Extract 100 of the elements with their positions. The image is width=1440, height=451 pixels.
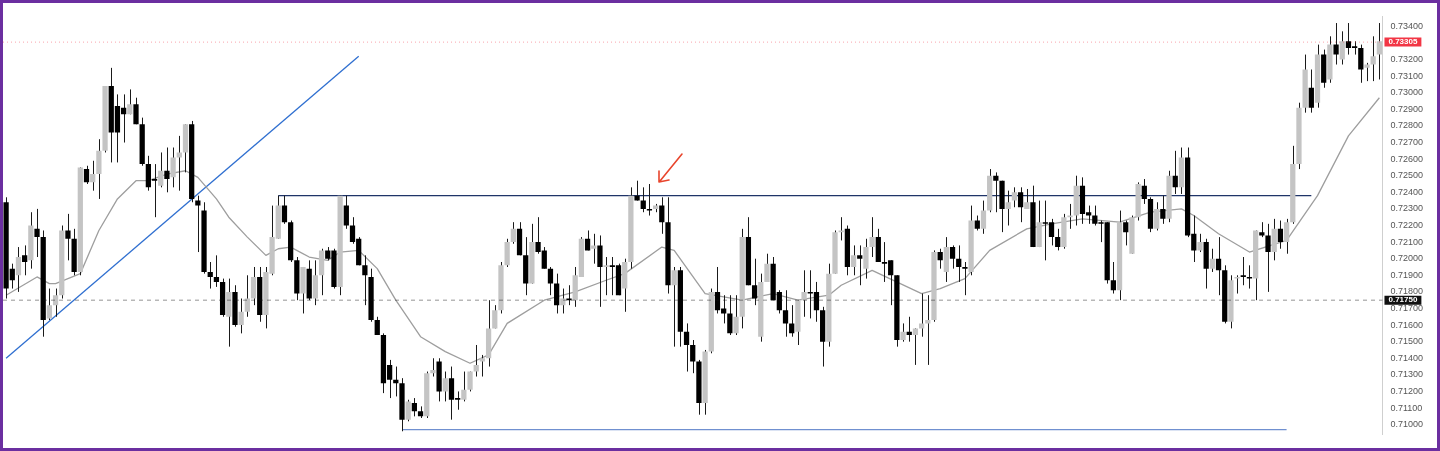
candlestick bbox=[281, 195, 288, 225]
candlestick bbox=[993, 171, 999, 213]
candlestick bbox=[164, 147, 170, 193]
candlestick bbox=[1333, 22, 1339, 66]
candlestick bbox=[1364, 62, 1370, 82]
candlestick bbox=[869, 216, 875, 258]
candlestick bbox=[46, 288, 53, 321]
candlestick bbox=[1017, 186, 1024, 223]
candlestick bbox=[170, 147, 176, 188]
candlestick bbox=[15, 246, 22, 293]
candlestick bbox=[1339, 30, 1345, 66]
candlestick bbox=[22, 244, 28, 276]
candlestick bbox=[207, 261, 213, 290]
candlestick bbox=[1197, 233, 1203, 253]
candlestick bbox=[1141, 178, 1147, 205]
candlestick bbox=[597, 234, 603, 308]
candlestick bbox=[1283, 218, 1290, 255]
y-tick-label: 0.71300 bbox=[1390, 369, 1424, 380]
y-tick-label: 0.73200 bbox=[1390, 54, 1424, 65]
ref-line-label: 0.71750 bbox=[1388, 295, 1418, 305]
y-tick-label: 0.72500 bbox=[1390, 170, 1424, 181]
candlestick bbox=[918, 293, 925, 338]
candlestick bbox=[1215, 236, 1222, 296]
candlestick bbox=[751, 258, 758, 306]
candlestick bbox=[1265, 223, 1271, 293]
y-tick-label: 0.71200 bbox=[1390, 385, 1424, 396]
candlestick bbox=[411, 397, 417, 417]
candlestick bbox=[1172, 150, 1178, 195]
candlestick bbox=[83, 165, 90, 185]
candlestick bbox=[1209, 248, 1215, 273]
candlestick bbox=[52, 288, 59, 318]
candlestick bbox=[646, 183, 653, 217]
candlestick bbox=[473, 344, 479, 378]
candlestick bbox=[857, 244, 863, 286]
y-tick-label: 0.71400 bbox=[1390, 352, 1424, 363]
y-tick-label: 0.71900 bbox=[1390, 269, 1424, 280]
candlestick bbox=[362, 254, 368, 306]
candlestick bbox=[801, 269, 807, 318]
ref-line-label: 0.73305 bbox=[1388, 37, 1418, 47]
candlestick bbox=[343, 195, 349, 230]
candlestick bbox=[659, 196, 665, 235]
candlestick bbox=[442, 371, 448, 402]
candlestick bbox=[1271, 218, 1277, 261]
candlestick bbox=[863, 238, 869, 280]
candlestick bbox=[789, 304, 795, 338]
y-tick-label: 0.72300 bbox=[1390, 203, 1424, 214]
candlestick bbox=[634, 180, 640, 202]
candlestick bbox=[1154, 201, 1160, 231]
candlestick bbox=[34, 208, 40, 258]
candlestick bbox=[405, 399, 411, 422]
candlestick bbox=[547, 266, 554, 296]
candlestick bbox=[838, 216, 844, 241]
candlestick bbox=[1055, 228, 1061, 251]
y-tick-label: 0.73100 bbox=[1390, 70, 1424, 81]
y-tick-label: 0.72200 bbox=[1390, 219, 1424, 230]
candlestick bbox=[1240, 256, 1246, 286]
y-tick-label: 0.73400 bbox=[1390, 20, 1424, 31]
candlestick bbox=[1246, 264, 1253, 290]
y-tick-label: 0.72400 bbox=[1390, 186, 1424, 197]
candlestick bbox=[900, 322, 906, 343]
candlestick bbox=[312, 259, 319, 306]
candlestick bbox=[238, 298, 244, 334]
y-tick-label: 0.71500 bbox=[1390, 336, 1424, 347]
candlestick bbox=[1160, 195, 1166, 225]
candlestick bbox=[1308, 69, 1314, 114]
candlestick bbox=[949, 244, 956, 270]
y-tick-label: 0.71800 bbox=[1390, 286, 1424, 297]
candlestick bbox=[937, 248, 943, 270]
candlestick bbox=[510, 221, 516, 245]
candlestick bbox=[640, 186, 646, 213]
candlestick bbox=[912, 327, 919, 366]
candlestick bbox=[479, 354, 486, 378]
y-tick-label: 0.72000 bbox=[1390, 253, 1424, 264]
candlestick bbox=[244, 274, 250, 318]
candlestick bbox=[603, 256, 609, 296]
y-tick-label: 0.72800 bbox=[1390, 120, 1424, 131]
candlestick bbox=[90, 160, 96, 192]
y-tick-label: 0.71100 bbox=[1390, 402, 1423, 413]
candlestick bbox=[733, 294, 739, 336]
candlestick bbox=[430, 357, 436, 378]
candlestick bbox=[1370, 35, 1376, 82]
y-tick-label: 0.72600 bbox=[1390, 153, 1424, 164]
candlestick bbox=[671, 266, 677, 348]
y-tick-label: 0.73000 bbox=[1390, 87, 1424, 98]
y-tick-label: 0.71600 bbox=[1390, 319, 1424, 330]
candlestick bbox=[591, 233, 597, 265]
candlestick bbox=[690, 339, 696, 374]
candlestick bbox=[213, 254, 220, 288]
candlestick bbox=[195, 195, 201, 253]
candlestick bbox=[1011, 186, 1018, 208]
candlestick bbox=[962, 261, 968, 296]
candlestick bbox=[956, 244, 962, 283]
candlestick bbox=[176, 135, 182, 192]
candlestick bbox=[127, 88, 133, 115]
candlestick bbox=[1005, 190, 1011, 226]
y-tick-label: 0.72700 bbox=[1390, 137, 1424, 148]
candlestick bbox=[980, 200, 987, 235]
candlestick bbox=[250, 266, 257, 306]
candlestick bbox=[1110, 261, 1117, 295]
y-tick-label: 0.72900 bbox=[1390, 103, 1424, 114]
